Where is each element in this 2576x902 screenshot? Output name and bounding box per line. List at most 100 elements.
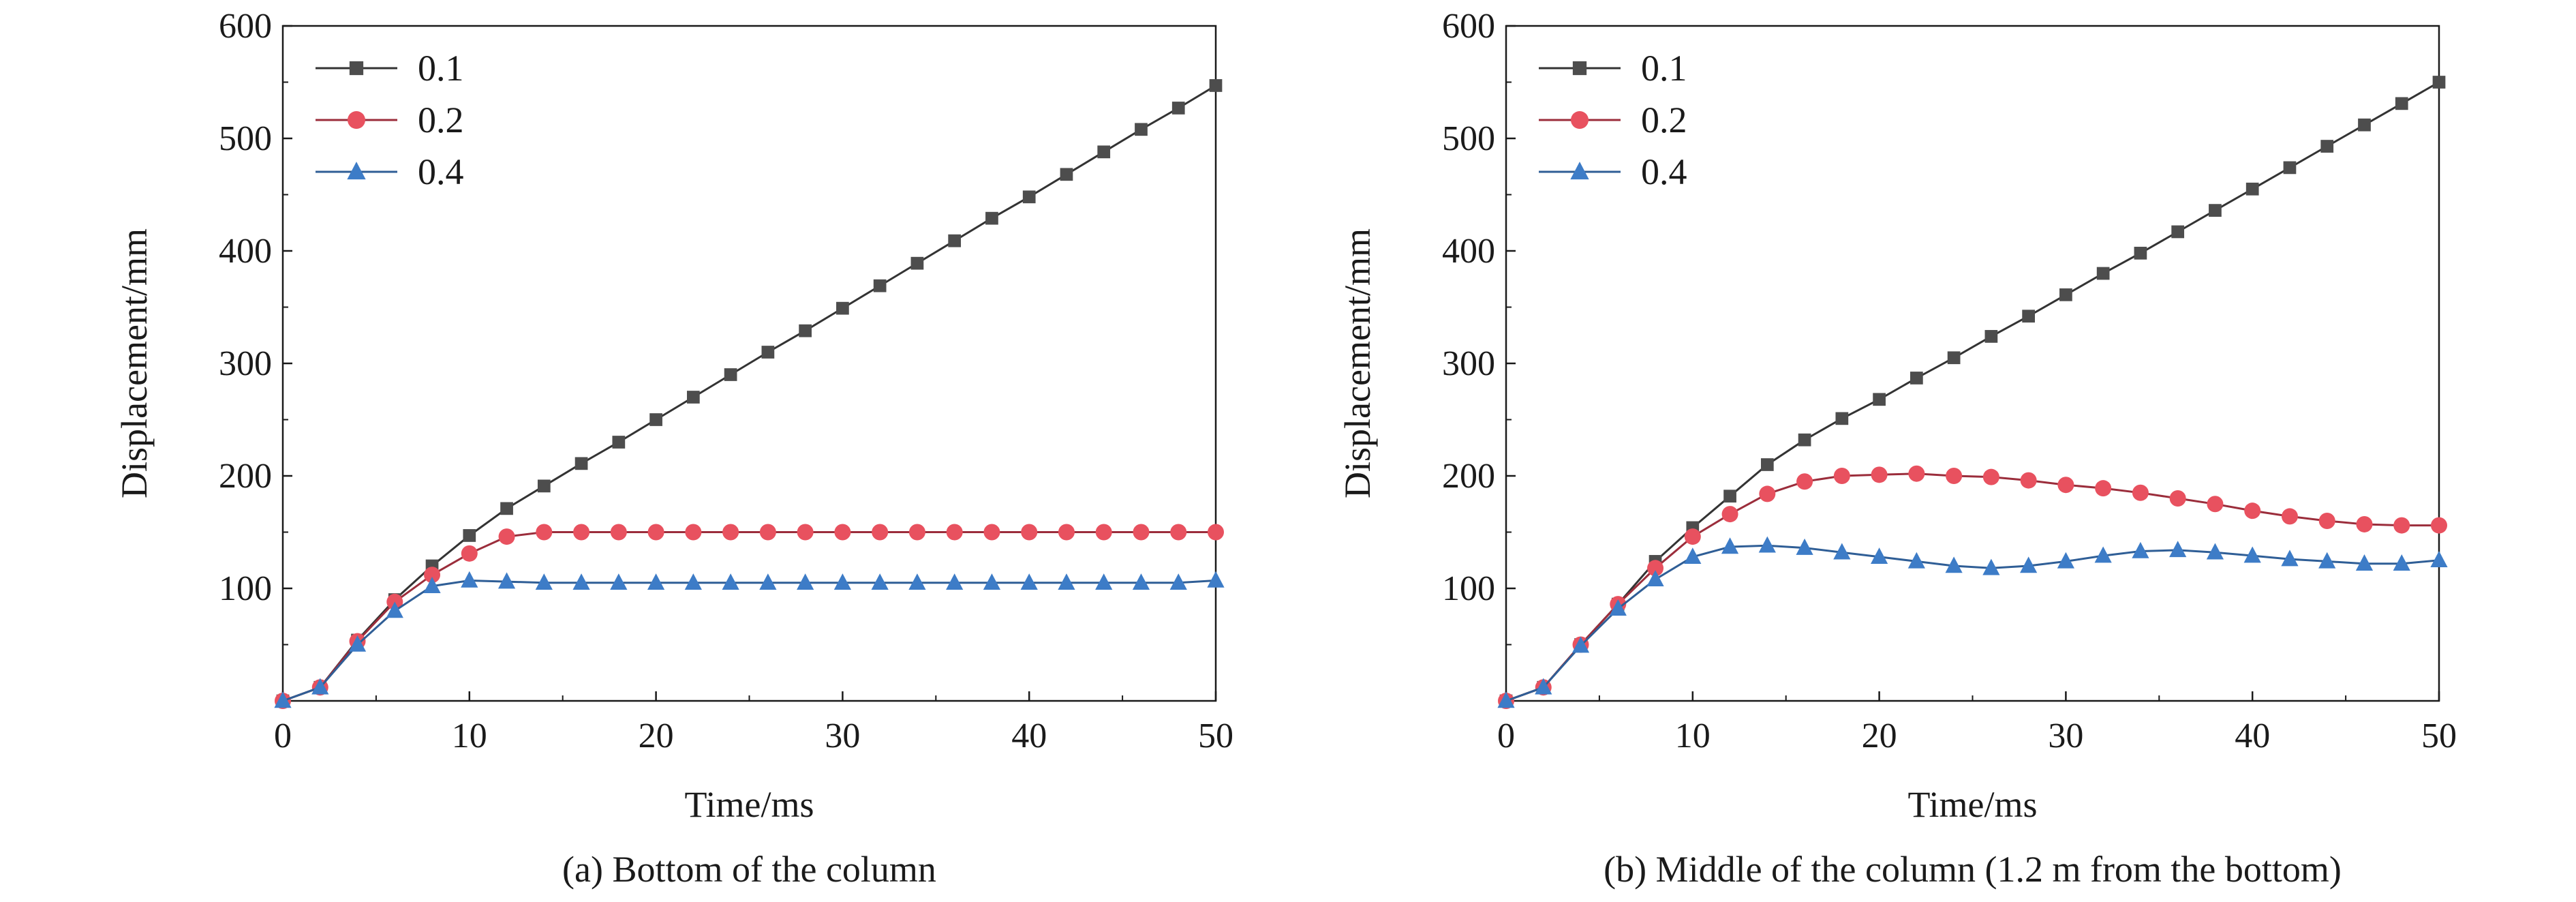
x-tick-label: 20 bbox=[639, 717, 674, 755]
legend: 0.1 0.2 0.4 bbox=[1539, 48, 1687, 192]
legend-label: 0.4 bbox=[418, 151, 464, 192]
legend-marker bbox=[349, 61, 364, 76]
data-point bbox=[424, 567, 441, 584]
data-point bbox=[871, 573, 889, 590]
y-tick-label: 200 bbox=[1442, 457, 1495, 496]
series-layer bbox=[1497, 76, 2448, 709]
data-point bbox=[2020, 472, 2037, 489]
legend-item: 0.1 bbox=[316, 48, 464, 89]
data-point bbox=[836, 301, 849, 315]
data-point bbox=[2432, 76, 2446, 89]
data-point bbox=[2134, 246, 2147, 260]
data-point bbox=[573, 524, 590, 541]
data-point bbox=[497, 572, 516, 589]
data-point bbox=[2095, 480, 2112, 497]
data-point bbox=[1982, 468, 1999, 485]
data-point bbox=[461, 545, 478, 562]
panel-caption: (a) Bottom of the column bbox=[562, 849, 936, 890]
data-point bbox=[797, 524, 814, 541]
data-point bbox=[1646, 570, 1664, 587]
x-tick-label: 30 bbox=[825, 717, 860, 755]
legend-item: 0.2 bbox=[1539, 100, 1687, 140]
y-tick-label: 500 bbox=[219, 119, 272, 158]
data-point bbox=[2206, 543, 2224, 560]
data-point bbox=[2094, 546, 2112, 563]
legend-marker bbox=[348, 111, 365, 129]
data-point bbox=[1171, 102, 1185, 115]
data-point bbox=[1796, 473, 1813, 490]
legend-label: 0.2 bbox=[1641, 100, 1687, 140]
series-line bbox=[1505, 544, 2440, 702]
data-point bbox=[722, 573, 739, 590]
y-tick-label: 500 bbox=[1442, 119, 1495, 158]
data-point bbox=[2356, 515, 2373, 532]
data-point bbox=[1060, 168, 1073, 181]
data-point bbox=[1982, 558, 2000, 575]
series-0.2 bbox=[1498, 465, 2447, 709]
data-point bbox=[1020, 573, 1038, 590]
data-point bbox=[1097, 145, 1111, 159]
legend-label: 0.2 bbox=[418, 100, 464, 140]
data-point bbox=[1907, 552, 1925, 569]
data-point bbox=[348, 635, 367, 652]
data-point bbox=[1758, 536, 1776, 553]
series-0.4 bbox=[1497, 536, 2448, 708]
data-point bbox=[834, 524, 851, 541]
data-point bbox=[799, 324, 812, 337]
data-point bbox=[833, 573, 851, 590]
x-tick-label: 10 bbox=[452, 717, 487, 755]
data-point bbox=[2022, 310, 2035, 323]
data-point bbox=[872, 524, 889, 541]
data-point bbox=[498, 528, 515, 545]
data-point bbox=[1571, 636, 1590, 653]
y-tick-label: 100 bbox=[1442, 569, 1495, 608]
data-point bbox=[1133, 524, 1150, 541]
data-point bbox=[797, 573, 814, 590]
data-point bbox=[1946, 468, 1963, 484]
data-point bbox=[983, 573, 1001, 590]
data-point bbox=[2132, 484, 2149, 501]
y-tick-label: 100 bbox=[219, 569, 272, 608]
data-point bbox=[910, 256, 924, 270]
data-point bbox=[1721, 506, 1738, 523]
data-point bbox=[1609, 599, 1627, 616]
y-tick-label: 600 bbox=[219, 7, 272, 46]
data-point bbox=[386, 601, 403, 618]
series-0.2 bbox=[275, 524, 1224, 709]
series-layer bbox=[274, 79, 1225, 709]
axis-ticks: 0 10 20 30 40 50 100 200 300 400 500 600 bbox=[219, 7, 1233, 755]
data-point bbox=[2243, 546, 2261, 563]
data-point bbox=[1021, 524, 1038, 541]
data-point bbox=[649, 413, 662, 426]
data-point bbox=[2169, 541, 2187, 558]
y-tick-label: 600 bbox=[1442, 7, 1495, 46]
legend-label: 0.1 bbox=[1641, 48, 1687, 89]
data-point bbox=[685, 524, 702, 541]
data-point bbox=[1535, 678, 1552, 695]
data-point bbox=[2283, 161, 2297, 175]
data-point bbox=[1170, 524, 1187, 541]
data-point bbox=[1798, 433, 1811, 447]
series-line bbox=[282, 531, 1216, 702]
panel-caption: (b) Middle of the column (1.2 m from the… bbox=[1604, 849, 2342, 890]
y-axis-label: Displacement/mm bbox=[114, 228, 155, 498]
data-point bbox=[537, 479, 551, 493]
data-point bbox=[2171, 225, 2185, 239]
data-point bbox=[761, 346, 775, 359]
data-point bbox=[722, 524, 739, 541]
x-tick-label: 40 bbox=[2235, 717, 2270, 755]
data-point bbox=[2132, 541, 2149, 558]
data-point bbox=[1647, 560, 1664, 577]
data-point bbox=[536, 524, 553, 541]
data-point bbox=[1132, 573, 1150, 590]
data-point bbox=[2020, 556, 2038, 573]
data-point bbox=[610, 573, 628, 590]
data-point bbox=[1871, 466, 1888, 483]
data-point bbox=[572, 573, 590, 590]
data-point bbox=[2059, 288, 2072, 301]
x-axis-label: Time/ms bbox=[684, 784, 814, 825]
data-point bbox=[1058, 573, 1075, 590]
data-point bbox=[1760, 458, 1774, 471]
data-point bbox=[1208, 524, 1224, 541]
